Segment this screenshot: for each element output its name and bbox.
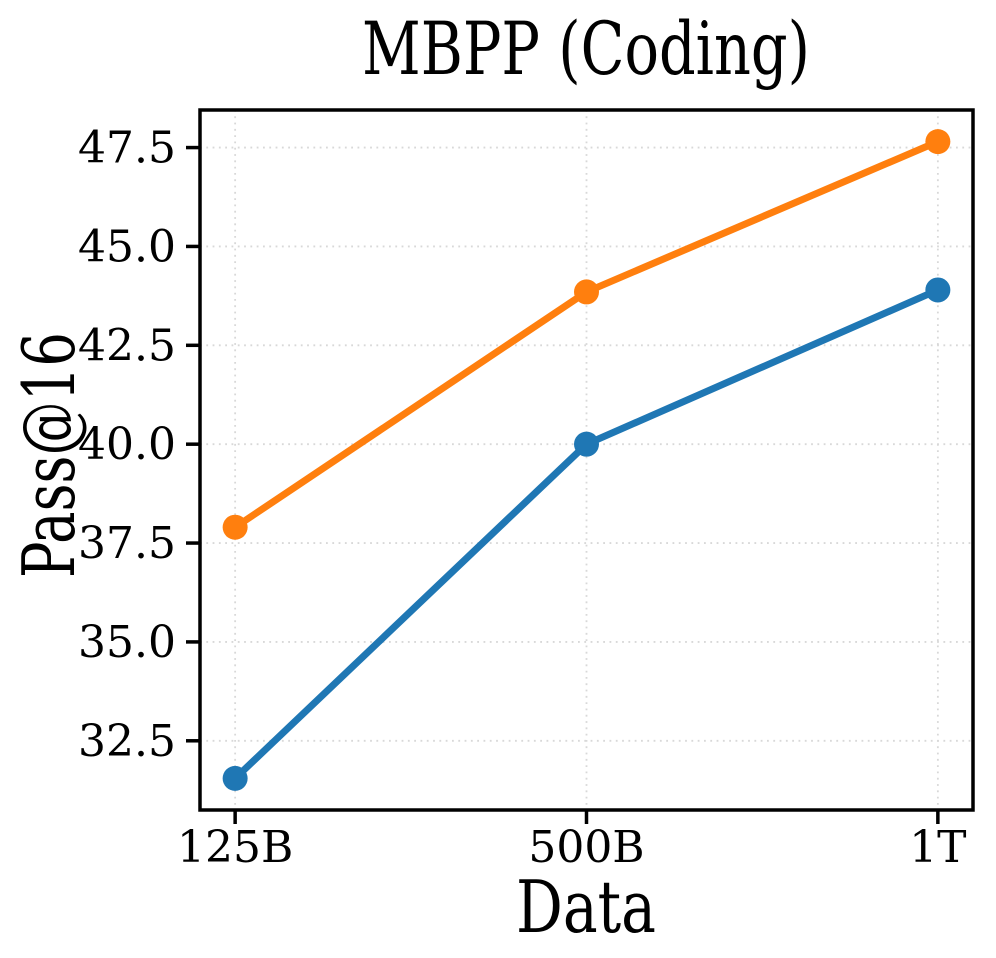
chart-title: MBPP (Coding) — [362, 7, 810, 92]
series-layer — [222, 129, 951, 791]
data-point-orange-1T — [925, 129, 951, 155]
y-tick-label: 35.0 — [78, 617, 176, 668]
data-point-blue-1T — [925, 277, 951, 303]
tick-labels-layer: 32.5 35.0 37.5 40.0 42.5 45.0 47.5 125B 500B 1T — [78, 123, 967, 873]
y-axis-label: Pass@16 — [7, 332, 91, 578]
data-point-blue-500B — [574, 431, 599, 457]
y-tick-label: 40.0 — [78, 419, 176, 470]
ticks-layer — [186, 145, 940, 824]
x-tick-label: 125B — [177, 822, 293, 873]
y-tick-label: 45.0 — [78, 221, 176, 272]
y-tick-label: 47.5 — [78, 123, 176, 174]
x-axis-label: Data — [516, 865, 656, 949]
x-tick-label: 500B — [528, 822, 644, 873]
y-tick-label: 42.5 — [78, 320, 176, 371]
data-point-orange-500B — [574, 279, 599, 305]
data-point-orange-125B — [222, 514, 248, 540]
y-tick-label: 32.5 — [78, 716, 176, 767]
data-point-blue-125B — [222, 765, 248, 791]
gridlines-layer — [200, 110, 973, 810]
y-tick-label: 37.5 — [78, 518, 176, 569]
x-tick-label: 1T — [909, 822, 966, 873]
